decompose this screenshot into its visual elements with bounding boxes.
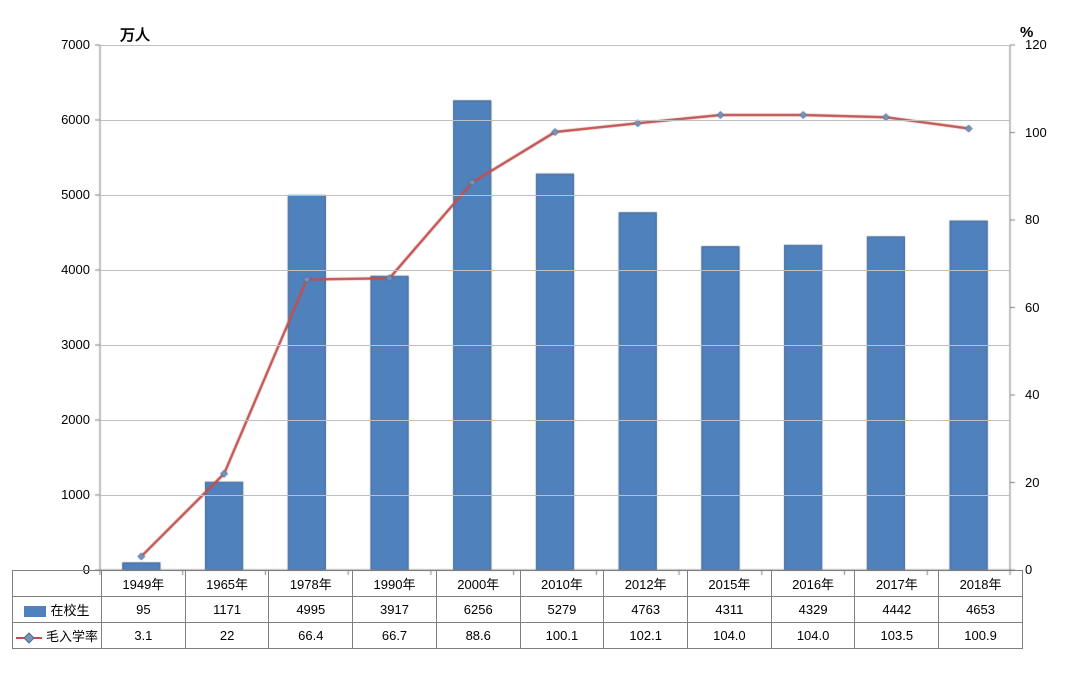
category-header: 2010年 [520, 571, 604, 597]
gridline [100, 120, 1010, 121]
line-value-cell: 66.7 [353, 623, 437, 649]
legend-line: 毛入学率 [13, 623, 102, 649]
line-value-cell: 3.1 [102, 623, 186, 649]
bar-value-cell: 4763 [604, 597, 688, 623]
category-header: 2000年 [436, 571, 520, 597]
bar-value-cell: 4329 [771, 597, 855, 623]
left-axis-title: 万人 [120, 24, 150, 45]
bar-value-cell: 4995 [269, 597, 353, 623]
legend-bar: 在校生 [13, 597, 102, 623]
y-left-label: 5000 [50, 187, 90, 202]
y-right-label: 20 [1025, 475, 1065, 490]
line-value-cell: 103.5 [855, 623, 939, 649]
category-header: 2018年 [939, 571, 1023, 597]
category-header: 1990年 [353, 571, 437, 597]
line-value-cell: 100.9 [939, 623, 1023, 649]
bar-value-cell: 1171 [185, 597, 269, 623]
y-right-label: 120 [1025, 37, 1065, 52]
y-left-label: 7000 [50, 37, 90, 52]
gridline [100, 270, 1010, 271]
y-left-label: 6000 [50, 112, 90, 127]
bar-value-cell: 5279 [520, 597, 604, 623]
line-value-cell: 102.1 [604, 623, 688, 649]
data-table: 1949年1965年1978年1990年2000年2010年2012年2015年… [12, 570, 1023, 649]
y-left-label: 3000 [50, 337, 90, 352]
legend-line-label: 毛入学率 [46, 629, 98, 644]
line-value-cell: 22 [185, 623, 269, 649]
bar-value-cell: 4653 [939, 597, 1023, 623]
line-swatch-icon [16, 632, 42, 644]
line-value-cell: 104.0 [771, 623, 855, 649]
gridline [100, 45, 1010, 46]
gridline [100, 495, 1010, 496]
y-left-label: 2000 [50, 412, 90, 427]
bar-value-cell: 4311 [688, 597, 772, 623]
legend-cell-blank [13, 571, 102, 597]
bar-value-cell: 3917 [353, 597, 437, 623]
y-right-label: 80 [1025, 212, 1065, 227]
category-header: 2016年 [771, 571, 855, 597]
gridline [100, 195, 1010, 196]
category-header: 1978年 [269, 571, 353, 597]
line-value-cell: 66.4 [269, 623, 353, 649]
y-right-label: 40 [1025, 387, 1065, 402]
line-value-cell: 104.0 [688, 623, 772, 649]
legend-bar-label: 在校生 [50, 603, 89, 618]
bar-value-cell: 95 [102, 597, 186, 623]
bar-swatch-icon [24, 606, 46, 617]
gridline [100, 345, 1010, 346]
y-right-label: 60 [1025, 300, 1065, 315]
category-header: 1949年 [102, 571, 186, 597]
category-header: 2017年 [855, 571, 939, 597]
y-left-label: 4000 [50, 262, 90, 277]
category-header: 2012年 [604, 571, 688, 597]
y-right-label: 100 [1025, 125, 1065, 140]
line-value-cell: 88.6 [436, 623, 520, 649]
gridline [100, 420, 1010, 421]
line-value-cell: 100.1 [520, 623, 604, 649]
category-header: 2015年 [688, 571, 772, 597]
y-left-label: 1000 [50, 487, 90, 502]
bar-value-cell: 4442 [855, 597, 939, 623]
y-right-label: 0 [1025, 562, 1065, 577]
category-header: 1965年 [185, 571, 269, 597]
bar-value-cell: 6256 [436, 597, 520, 623]
